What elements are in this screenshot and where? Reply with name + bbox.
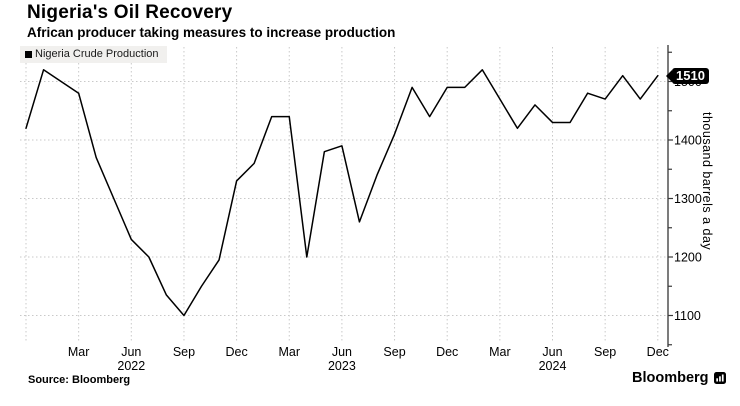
chart-title: Nigeria's Oil Recovery <box>27 2 233 23</box>
x-tick-label: Dec <box>225 345 247 359</box>
bloomberg-logo: Bloomberg <box>632 370 726 386</box>
x-tick-label: Sep <box>594 345 616 359</box>
year-label: 2024 <box>539 359 567 373</box>
x-tick-label: Jun <box>332 345 352 359</box>
y-tick-label: 1400 <box>674 134 702 148</box>
bloomberg-logo-text: Bloomberg <box>632 370 709 386</box>
legend-marker-icon <box>25 50 32 58</box>
x-tick-label: Dec <box>647 345 669 359</box>
legend: Nigeria Crude Production <box>20 46 167 63</box>
x-tick-label: Mar <box>68 345 90 359</box>
x-tick-label: Mar <box>278 345 300 359</box>
production-line <box>25 69 659 317</box>
legend-label: Nigeria Crude Production <box>35 48 159 60</box>
x-tick-label: Dec <box>436 345 458 359</box>
x-tick-label: Jun <box>121 345 141 359</box>
x-tick-label: Jun <box>542 345 562 359</box>
y-tick-label: 1200 <box>674 251 702 265</box>
x-tick-label: Sep <box>383 345 405 359</box>
x-tick-label: Mar <box>489 345 511 359</box>
last-value-badge: 1510 <box>666 68 709 84</box>
source-note: Source: Bloomberg <box>28 374 131 386</box>
bloomberg-logo-icon <box>713 372 726 384</box>
y-axis-title: thousand barrels a day <box>700 112 714 251</box>
x-tick-label: Sep <box>173 345 195 359</box>
year-label: 2023 <box>328 359 356 373</box>
y-tick-label: 1300 <box>674 192 702 206</box>
chart-subtitle: African producer taking measures to incr… <box>27 25 396 40</box>
year-label: 2022 <box>117 359 145 373</box>
y-tick-label: 1100 <box>674 309 701 323</box>
